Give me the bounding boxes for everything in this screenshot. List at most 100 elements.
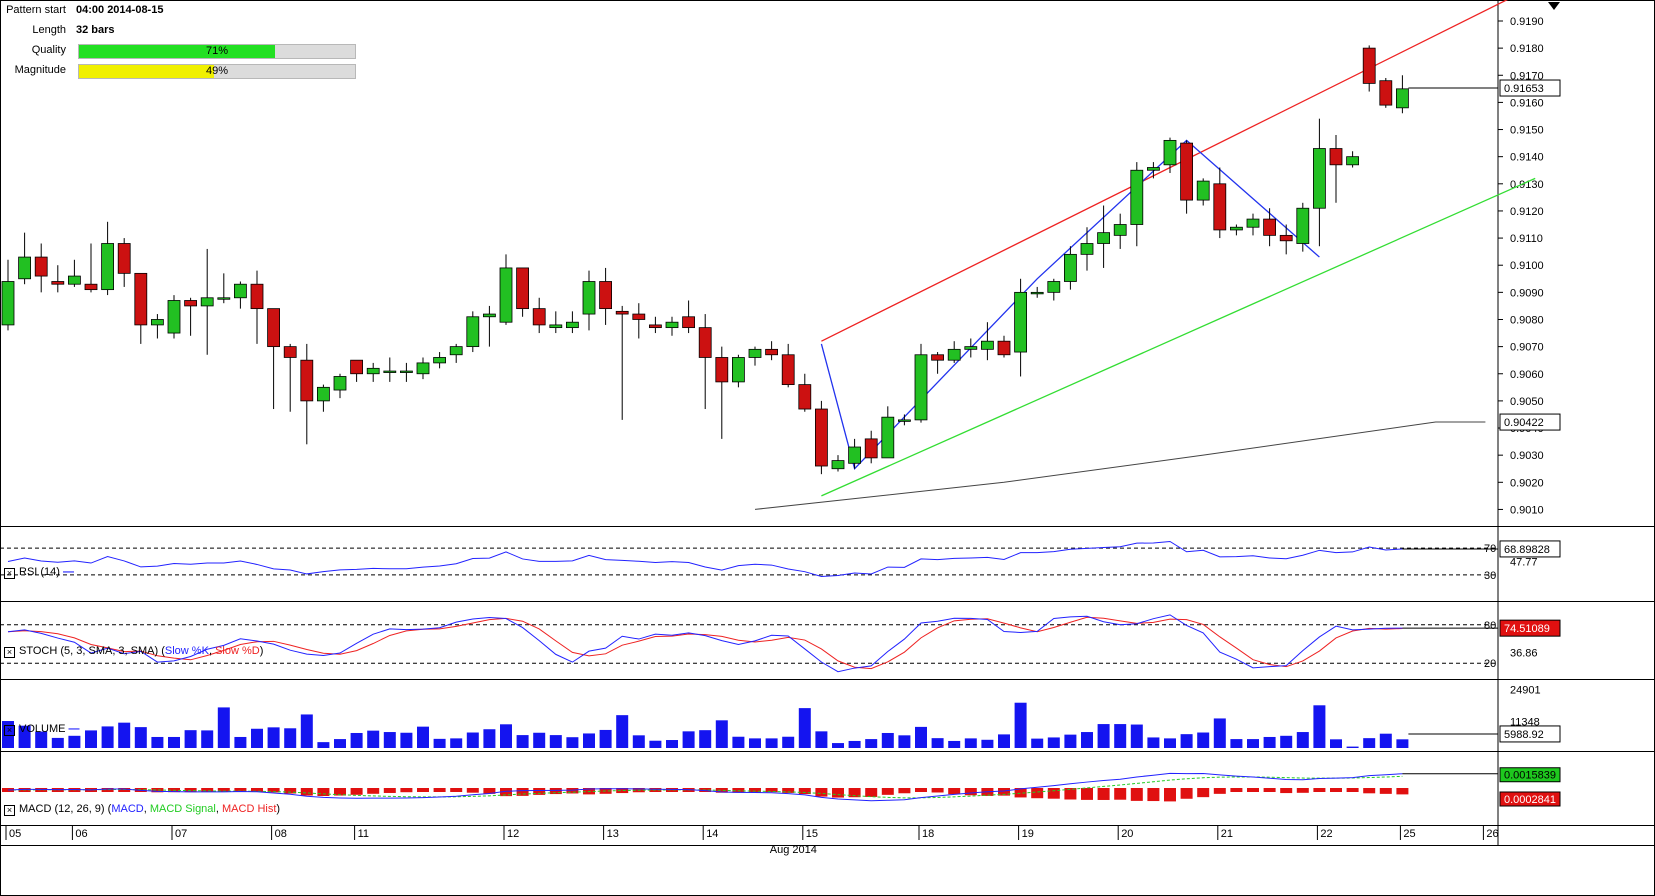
- candle-bull: [18, 256, 32, 280]
- volume-title[interactable]: × VOLUME —: [4, 723, 80, 736]
- volume-bar: [981, 739, 994, 748]
- x-tick-label: 07: [175, 828, 187, 840]
- macd-hist-bar: [483, 788, 496, 794]
- y-tick-label: 0.9070: [1510, 342, 1544, 354]
- volume-bar: [798, 708, 811, 748]
- y-tick-label: 0.9060: [1510, 369, 1544, 381]
- macd-hist-bar: [549, 788, 562, 795]
- macd-hist-bar: [184, 788, 197, 793]
- macd-hist-bar: [217, 788, 230, 792]
- candle-bull: [416, 362, 430, 375]
- macd-signal-line: [7, 775, 1403, 799]
- macd-hist-bar: [749, 788, 761, 793]
- macd-hist-bar: [1031, 788, 1044, 799]
- volume-bar: [865, 739, 878, 748]
- pattern-start-value: 04:00 2014-08-15: [76, 4, 164, 16]
- candle-bull: [499, 267, 513, 323]
- candle-bull: [1080, 243, 1094, 255]
- volume-bar: [998, 734, 1010, 748]
- x-tick-label: 25: [1403, 828, 1415, 840]
- candle-bear: [516, 267, 529, 310]
- length-label: Length: [32, 24, 66, 36]
- collapse-icon[interactable]: ×: [4, 805, 15, 816]
- candle-bear: [532, 308, 546, 326]
- macd-hist-bar: [1280, 788, 1293, 794]
- macd-hist-bar: [998, 788, 1010, 796]
- volume-bar: [915, 726, 927, 748]
- collapse-icon[interactable]: ×: [4, 568, 15, 579]
- stoch-title[interactable]: × STOCH (5, 3, SMA, 3, SMA) (Slow %K, Slo…: [4, 645, 263, 658]
- x-tick-label: 12: [507, 828, 519, 840]
- volume-bar: [134, 727, 147, 748]
- volume-bar: [1396, 739, 1409, 748]
- volume-bar: [1164, 738, 1176, 748]
- volume-bar: [267, 727, 280, 748]
- volume-bar: [848, 740, 861, 748]
- macd-hist-bar: [383, 788, 396, 793]
- volume-bar: [1213, 718, 1226, 748]
- volume-bar: [1147, 737, 1160, 748]
- y-tick-label: 0.9120: [1510, 206, 1544, 218]
- candle-bull: [1, 281, 15, 326]
- volume-bar: [466, 732, 479, 748]
- volume-bar: [118, 722, 131, 748]
- candle-bear: [864, 438, 878, 459]
- collapse-icon[interactable]: ×: [4, 647, 15, 658]
- volume-bar: [1180, 734, 1193, 748]
- candle-bear: [1213, 183, 1227, 231]
- volume-bar: [1379, 733, 1392, 748]
- x-tick-label: 26: [1486, 828, 1498, 840]
- macd-hist-bar: [798, 788, 811, 795]
- macd-hist-bar: [201, 788, 214, 792]
- volume-bar: [732, 736, 745, 748]
- candle-bear: [599, 281, 612, 310]
- y-tick-label: 0.9130: [1510, 179, 1544, 191]
- volume-bar: [649, 740, 662, 748]
- candle-bull: [200, 297, 214, 307]
- candle-bull: [1296, 207, 1310, 244]
- macd-hist-bar: [433, 788, 446, 792]
- last-price-box: [1499, 79, 1561, 97]
- macd-hist-bar: [566, 788, 579, 794]
- candle-bull: [947, 348, 961, 361]
- candle-bull: [1196, 180, 1210, 201]
- candle-bull: [399, 370, 413, 373]
- quality-label: Quality: [31, 44, 66, 56]
- y-tick-label: 0.9170: [1510, 70, 1544, 82]
- y-tick-label: 0.9190: [1510, 16, 1544, 28]
- macd-hist-bar: [815, 788, 828, 797]
- candle-bull: [1163, 139, 1177, 166]
- x-tick-label: 15: [806, 828, 818, 840]
- volume-bar: [1081, 732, 1093, 748]
- x-tick-label: 11: [358, 828, 369, 840]
- macd-value-label-green: 0.0015839: [1504, 770, 1556, 782]
- collapse-icon[interactable]: ×: [4, 725, 15, 736]
- candle-bull: [316, 386, 330, 402]
- candle-bull: [217, 297, 231, 300]
- rsi-title[interactable]: × RSI (14) —: [4, 566, 74, 579]
- volume-tick-label: 24901: [1510, 685, 1541, 697]
- volume-bar: [400, 732, 413, 748]
- candle-bear: [1180, 142, 1193, 201]
- macd-hist-bar: [400, 788, 413, 793]
- macd-title[interactable]: × MACD (12, 26, 9) (MACD, MACD Signal, MA…: [4, 803, 280, 816]
- candle-bull: [1097, 232, 1110, 244]
- x-tick-label: 14: [706, 828, 718, 840]
- candle-bear: [781, 354, 795, 386]
- volume-bar: [251, 728, 263, 748]
- macd-hist-bar: [898, 788, 911, 794]
- volume-bar: [516, 735, 529, 748]
- candle-bear: [250, 283, 264, 310]
- volume-bar: [699, 730, 712, 748]
- macd-hist-bar: [1147, 788, 1160, 802]
- volume-bar: [367, 730, 380, 748]
- candle-bull: [333, 376, 347, 391]
- candle-bull: [101, 243, 114, 291]
- volume-bar: [234, 736, 247, 748]
- candle-bear: [1279, 234, 1293, 242]
- macd-hist-bar: [1097, 788, 1110, 800]
- candle-bull: [1147, 167, 1160, 171]
- macd-value-box-red: [1499, 791, 1561, 807]
- volume-bar: [533, 732, 546, 748]
- rsi-line: [7, 540, 1403, 577]
